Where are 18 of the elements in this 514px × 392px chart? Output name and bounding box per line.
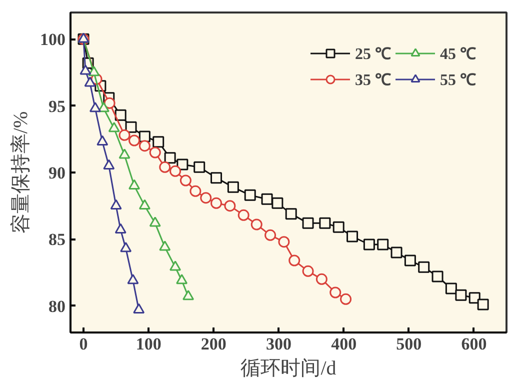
x-tick-label: 500 — [396, 334, 422, 354]
legend-label: 45 ℃ — [440, 45, 476, 64]
x-tick-label: 100 — [136, 334, 162, 354]
y-tick-label: 85 — [48, 230, 66, 250]
x-tick-label: 300 — [266, 334, 292, 354]
y-tick-label: 80 — [48, 296, 66, 316]
y-axis-title: 容量保持率/% — [10, 111, 32, 234]
x-tick-label: 400 — [331, 334, 357, 354]
legend-label: 25 ℃ — [355, 45, 391, 64]
y-tick-label: 90 — [48, 164, 66, 182]
y-tick-label: 95 — [48, 96, 66, 116]
x-tick-label: 600 — [461, 334, 487, 354]
y-tick-label: 100 — [40, 30, 66, 50]
legend-label: 55 ℃ — [440, 71, 476, 90]
x-tick-label: 200 — [200, 334, 226, 354]
x-tick-label: 0 — [79, 334, 88, 354]
x-axis-title: 循环时间/d — [240, 358, 336, 380]
legend-label: 35 ℃ — [355, 71, 391, 90]
